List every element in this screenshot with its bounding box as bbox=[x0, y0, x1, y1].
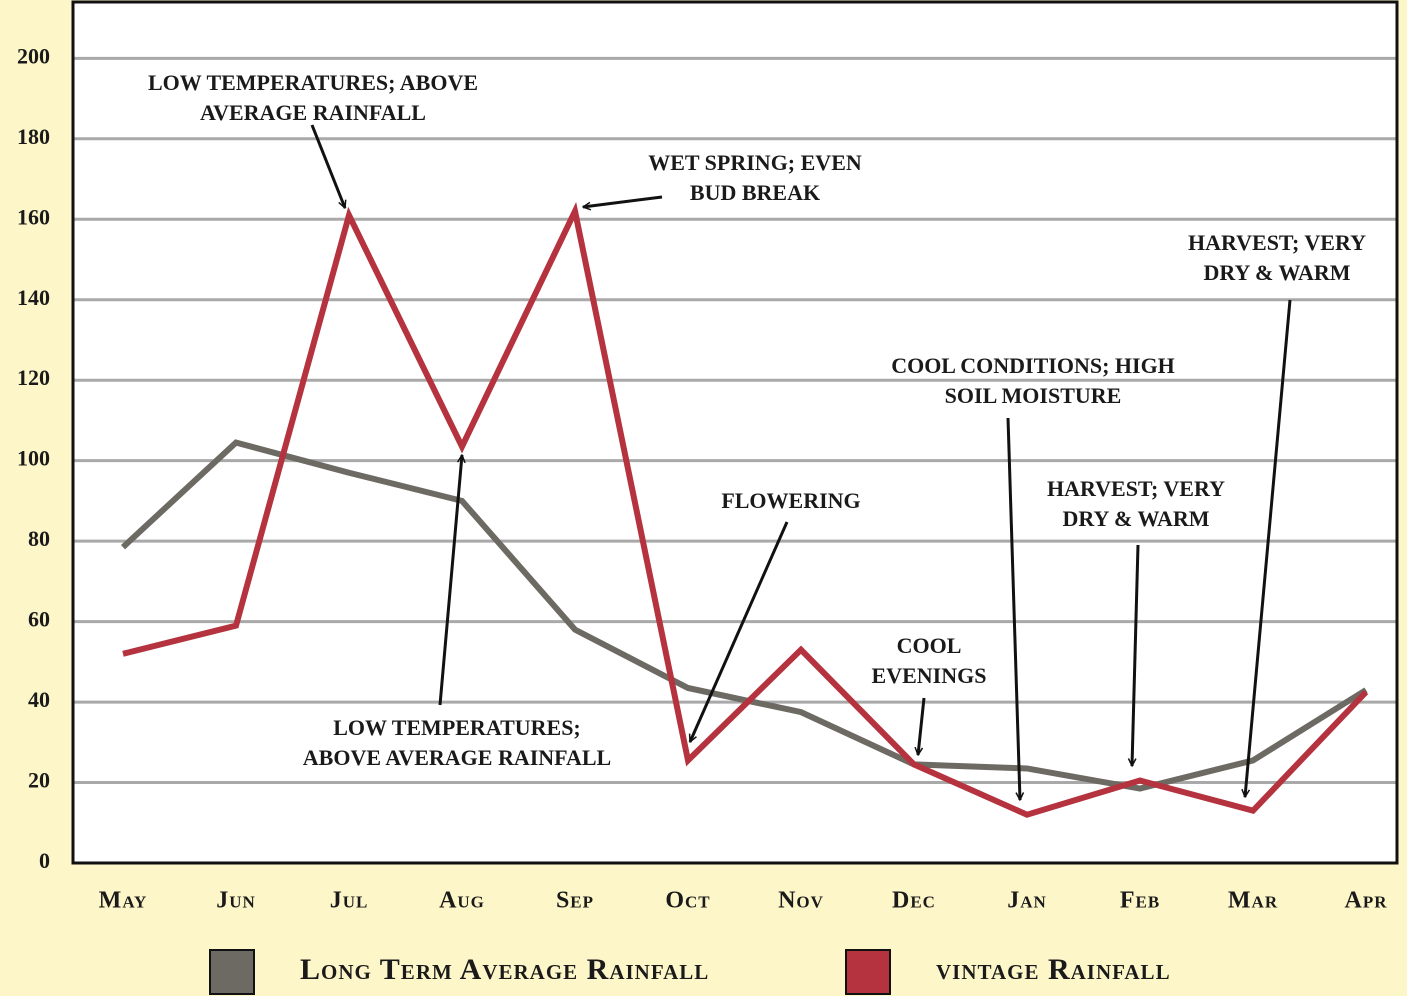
annotation-arrow bbox=[1132, 544, 1140, 766]
x-tick-label: Apr bbox=[1345, 888, 1388, 914]
annotation: LOW TEMPERATURES; bbox=[333, 715, 581, 740]
y-tick-label: 120 bbox=[17, 365, 50, 390]
x-tick-label: Sep bbox=[556, 888, 594, 914]
annotation-arrow bbox=[310, 124, 345, 208]
annotation: ABOVE AVERAGE RAINFALL bbox=[303, 745, 611, 770]
annotation-arrow bbox=[1245, 299, 1292, 797]
plot-area bbox=[73, 2, 1397, 863]
y-tick-label: 80 bbox=[28, 526, 50, 551]
annotation: WET SPRING; EVEN bbox=[648, 150, 862, 175]
annotation: DRY & WARM bbox=[1203, 260, 1350, 285]
y-tick-label: 40 bbox=[28, 687, 50, 712]
annotation-arrow bbox=[918, 697, 926, 755]
plot-border bbox=[71, 0, 1399, 865]
legend-label: Long Term Average Rainfall bbox=[300, 953, 709, 986]
x-tick-label: Jul bbox=[330, 888, 369, 914]
annotation: FLOWERING bbox=[721, 488, 860, 513]
x-tick-label: Mar bbox=[1228, 888, 1278, 914]
series-line bbox=[122, 201, 1369, 818]
x-tick-label: Dec bbox=[892, 888, 936, 914]
annotation: HARVEST; VERY bbox=[1188, 230, 1366, 255]
annotation: EVENINGS bbox=[872, 663, 987, 688]
y-tick-label: 100 bbox=[17, 446, 50, 471]
x-tick-label: Jan bbox=[1007, 888, 1047, 914]
annotation: DRY & WARM bbox=[1062, 506, 1209, 531]
annotation-arrow bbox=[583, 195, 663, 207]
y-tick-label: 0 bbox=[39, 848, 50, 873]
y-tick-label: 160 bbox=[17, 204, 50, 229]
x-tick-label: Jun bbox=[216, 888, 256, 914]
annotation: LOW TEMPERATURES; ABOVE bbox=[148, 70, 478, 95]
annotation: AVERAGE RAINFALL bbox=[200, 100, 426, 125]
annotation-arrow bbox=[688, 521, 789, 742]
x-tick-label: Nov bbox=[778, 888, 824, 914]
x-tick-label: Feb bbox=[1120, 888, 1160, 914]
x-tick-label: May bbox=[99, 888, 148, 914]
annotation-arrow bbox=[438, 455, 462, 706]
annotation: COOL CONDITIONS; HIGH bbox=[891, 353, 1175, 378]
annotation-arrow bbox=[1006, 417, 1020, 800]
y-tick-label: 200 bbox=[17, 43, 50, 68]
x-tick-label: Oct bbox=[665, 888, 710, 914]
x-tick-label: Aug bbox=[439, 888, 485, 914]
annotation: BUD BREAK bbox=[690, 180, 820, 205]
legend-swatch bbox=[845, 949, 891, 995]
annotation: SOIL MOISTURE bbox=[945, 383, 1122, 408]
y-tick-label: 180 bbox=[17, 124, 50, 149]
legend-swatch bbox=[209, 949, 255, 995]
annotation: HARVEST; VERY bbox=[1047, 476, 1225, 501]
y-tick-label: 60 bbox=[28, 607, 50, 632]
annotation: COOL bbox=[897, 633, 962, 658]
y-tick-label: 20 bbox=[28, 768, 50, 793]
y-tick-label: 140 bbox=[17, 285, 50, 310]
legend-label: vintage Rainfall bbox=[936, 953, 1171, 986]
